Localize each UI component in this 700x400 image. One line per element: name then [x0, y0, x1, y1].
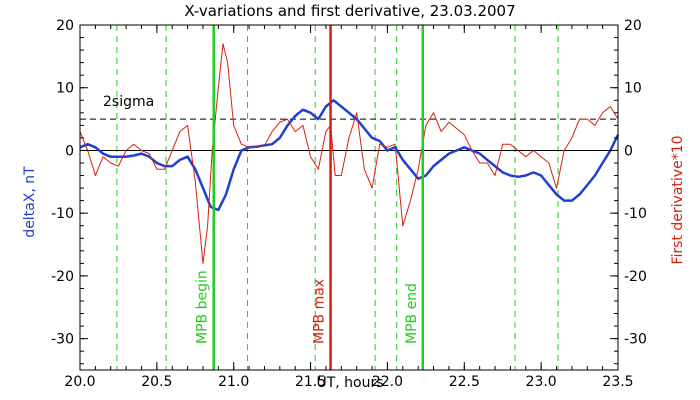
x-tick-label-2: 21.0 — [218, 374, 249, 390]
y-axis-label-right: First derivative*10 — [670, 135, 686, 264]
y-tick-label-right-5: -30 — [624, 332, 647, 348]
x-tick-label-3: 21.5 — [295, 374, 326, 390]
y-tick-label-right-0: 20 — [624, 18, 642, 34]
x-tick-label-7: 23.5 — [602, 374, 633, 390]
threshold-label: 2sigma — [103, 94, 154, 110]
y-axis-label-left: deltaX, nT — [22, 166, 38, 238]
x-tick-label-6: 23.0 — [526, 374, 557, 390]
marker-label-mpb-begin: MPB begin — [195, 270, 211, 344]
x-tick-label-0: 20.0 — [64, 374, 95, 390]
y-tick-label-right-2: 0 — [624, 143, 633, 159]
x-tick-label-1: 20.5 — [141, 374, 172, 390]
x-tick-label-5: 22.5 — [449, 374, 480, 390]
y-tick-label-left-2: 0 — [65, 143, 74, 159]
y-tick-label-left-5: -30 — [51, 332, 74, 348]
chart-title: X-variations and first derivative, 23.03… — [184, 2, 515, 20]
y-tick-label-right-3: -10 — [624, 206, 647, 222]
plot-area: MPB begin MPB max MPB end 20.0 20.5 21.0 21.5 2… — [51, 18, 647, 390]
series-line-deltaX — [79, 99, 620, 212]
x-axis-label: UT, hours — [316, 375, 383, 391]
y-tick-label-left-3: -10 — [51, 206, 74, 222]
y-tick-label-left-1: 10 — [56, 81, 74, 97]
marker-label-mpb-max: MPB max — [312, 279, 328, 344]
y-tick-label-right-1: 10 — [624, 81, 642, 97]
y-tick-label-left-4: -20 — [51, 269, 74, 285]
x-tick-label-4: 22.0 — [372, 374, 403, 390]
y-tick-label-right-4: -20 — [624, 269, 647, 285]
series-line-derivative — [79, 43, 619, 264]
marker-label-mpb-end: MPB end — [404, 283, 420, 344]
plot-frame — [79, 24, 619, 371]
y-tick-label-left-0: 20 — [56, 18, 74, 34]
